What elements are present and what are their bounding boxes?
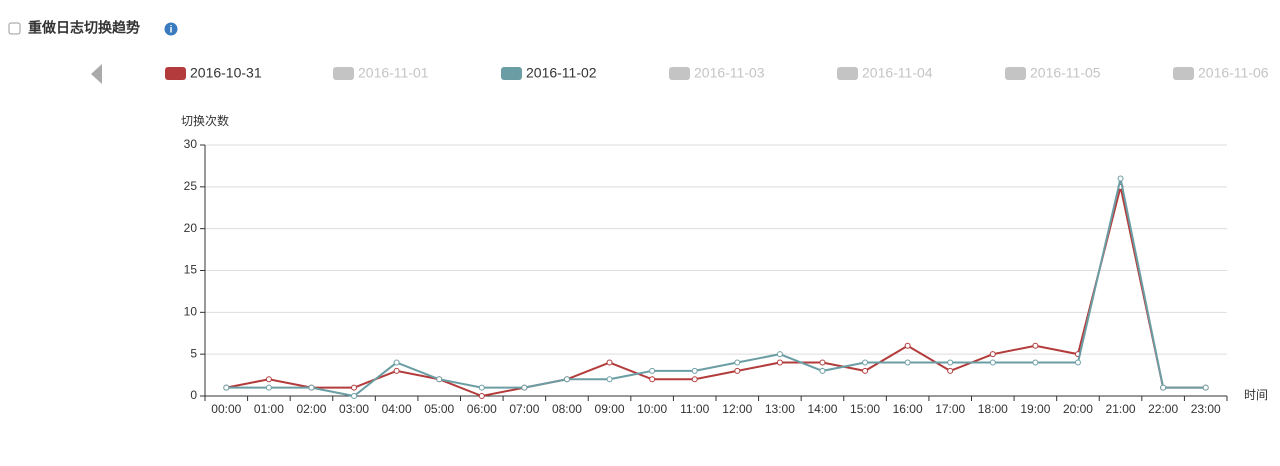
data-point	[989, 351, 996, 358]
y-tick-label: 5	[190, 346, 197, 360]
data-point	[776, 359, 783, 366]
legend-swatch[interactable]	[669, 67, 690, 80]
data-point	[351, 384, 358, 391]
legend-swatch[interactable]	[501, 67, 522, 80]
x-tick-label: 14:00	[807, 402, 837, 416]
data-point	[265, 384, 272, 391]
legend-label[interactable]: 2016-11-04	[862, 65, 933, 81]
series-line	[226, 178, 1206, 398]
data-point	[223, 384, 230, 391]
data-point	[734, 359, 741, 366]
x-tick-label: 02:00	[296, 402, 326, 416]
x-tick-label: 01:00	[254, 402, 284, 416]
legend-swatch[interactable]	[1173, 67, 1194, 80]
data-point	[478, 393, 485, 399]
x-tick-label: 12:00	[722, 402, 752, 416]
x-tick-label: 11:00	[680, 402, 709, 416]
x-tick-label: 19:00	[1020, 402, 1050, 416]
data-point	[819, 359, 826, 366]
x-tick-label: 16:00	[893, 402, 923, 416]
x-tick-label: 21:00	[1106, 402, 1136, 416]
x-tick-label: 18:00	[978, 402, 1008, 416]
info-icon-glyph: i	[170, 25, 173, 36]
legend-label[interactable]: 2016-11-03	[694, 65, 765, 81]
section-title: 重做日志切换趋势	[28, 20, 140, 36]
x-tick-label: 15:00	[850, 402, 880, 416]
y-tick-label: 30	[184, 137, 198, 151]
legend-label[interactable]: 2016-10-31	[190, 65, 262, 81]
data-point	[691, 376, 698, 383]
legend-label[interactable]: 2016-11-02	[526, 65, 597, 81]
data-point	[734, 367, 741, 374]
legend-label[interactable]: 2016-11-01	[358, 65, 429, 81]
data-point	[606, 376, 613, 383]
info-icon[interactable]	[164, 22, 178, 36]
data-point	[606, 359, 613, 366]
legend-label[interactable]: 2016-11-06	[1198, 65, 1269, 81]
x-tick-label: 10:00	[637, 402, 667, 416]
x-tick-label: 08:00	[552, 402, 582, 416]
x-tick-label: 23:00	[1191, 402, 1221, 416]
data-point	[393, 367, 400, 374]
data-point	[691, 367, 698, 374]
data-point	[1117, 175, 1124, 182]
legend-swatch[interactable]	[165, 67, 186, 80]
data-point	[862, 367, 869, 374]
data-point	[1074, 359, 1081, 366]
data-point	[776, 351, 783, 358]
data-point	[649, 376, 656, 383]
data-point	[1032, 342, 1039, 349]
legend-swatch[interactable]	[1005, 67, 1026, 80]
data-point	[862, 359, 869, 366]
legend-prev-arrow[interactable]	[91, 64, 102, 84]
data-point	[436, 376, 443, 383]
y-tick-label: 25	[184, 179, 198, 193]
data-point	[351, 393, 358, 399]
y-tick-label: 10	[184, 305, 198, 319]
data-point	[265, 376, 272, 383]
data-point	[904, 342, 911, 349]
y-axis-label: 切换次数	[181, 113, 229, 128]
legend-label[interactable]: 2016-11-05	[1030, 65, 1101, 81]
data-point	[1202, 384, 1209, 391]
data-point	[1160, 384, 1167, 391]
data-point	[947, 367, 954, 374]
checkbox[interactable]	[8, 22, 21, 35]
data-point	[947, 359, 954, 366]
data-point	[521, 384, 528, 391]
data-point	[308, 384, 315, 391]
y-tick-label: 15	[184, 263, 198, 277]
x-tick-label: 09:00	[595, 402, 625, 416]
x-tick-label: 22:00	[1148, 402, 1178, 416]
y-tick-label: 0	[190, 388, 197, 402]
x-tick-label: 20:00	[1063, 402, 1093, 416]
data-point	[904, 359, 911, 366]
x-tick-label: 03:00	[339, 402, 369, 416]
x-tick-label: 05:00	[424, 402, 454, 416]
data-point	[819, 367, 826, 374]
x-tick-label: 04:00	[382, 402, 412, 416]
legend-swatch[interactable]	[837, 67, 858, 80]
data-point	[563, 376, 570, 383]
legend-swatch[interactable]	[333, 67, 354, 80]
x-tick-label: 13:00	[765, 402, 795, 416]
x-tick-label: 07:00	[509, 402, 539, 416]
data-point	[478, 384, 485, 391]
data-point	[1032, 359, 1039, 366]
data-point	[393, 359, 400, 366]
data-point	[989, 359, 996, 366]
series-line	[226, 186, 1206, 398]
x-tick-label: 06:00	[467, 402, 497, 416]
y-tick-label: 20	[184, 221, 198, 235]
x-tick-label: 00:00	[211, 402, 241, 416]
x-axis-label: 时间	[1244, 388, 1268, 402]
data-point	[649, 367, 656, 374]
x-tick-label: 17:00	[935, 402, 965, 416]
